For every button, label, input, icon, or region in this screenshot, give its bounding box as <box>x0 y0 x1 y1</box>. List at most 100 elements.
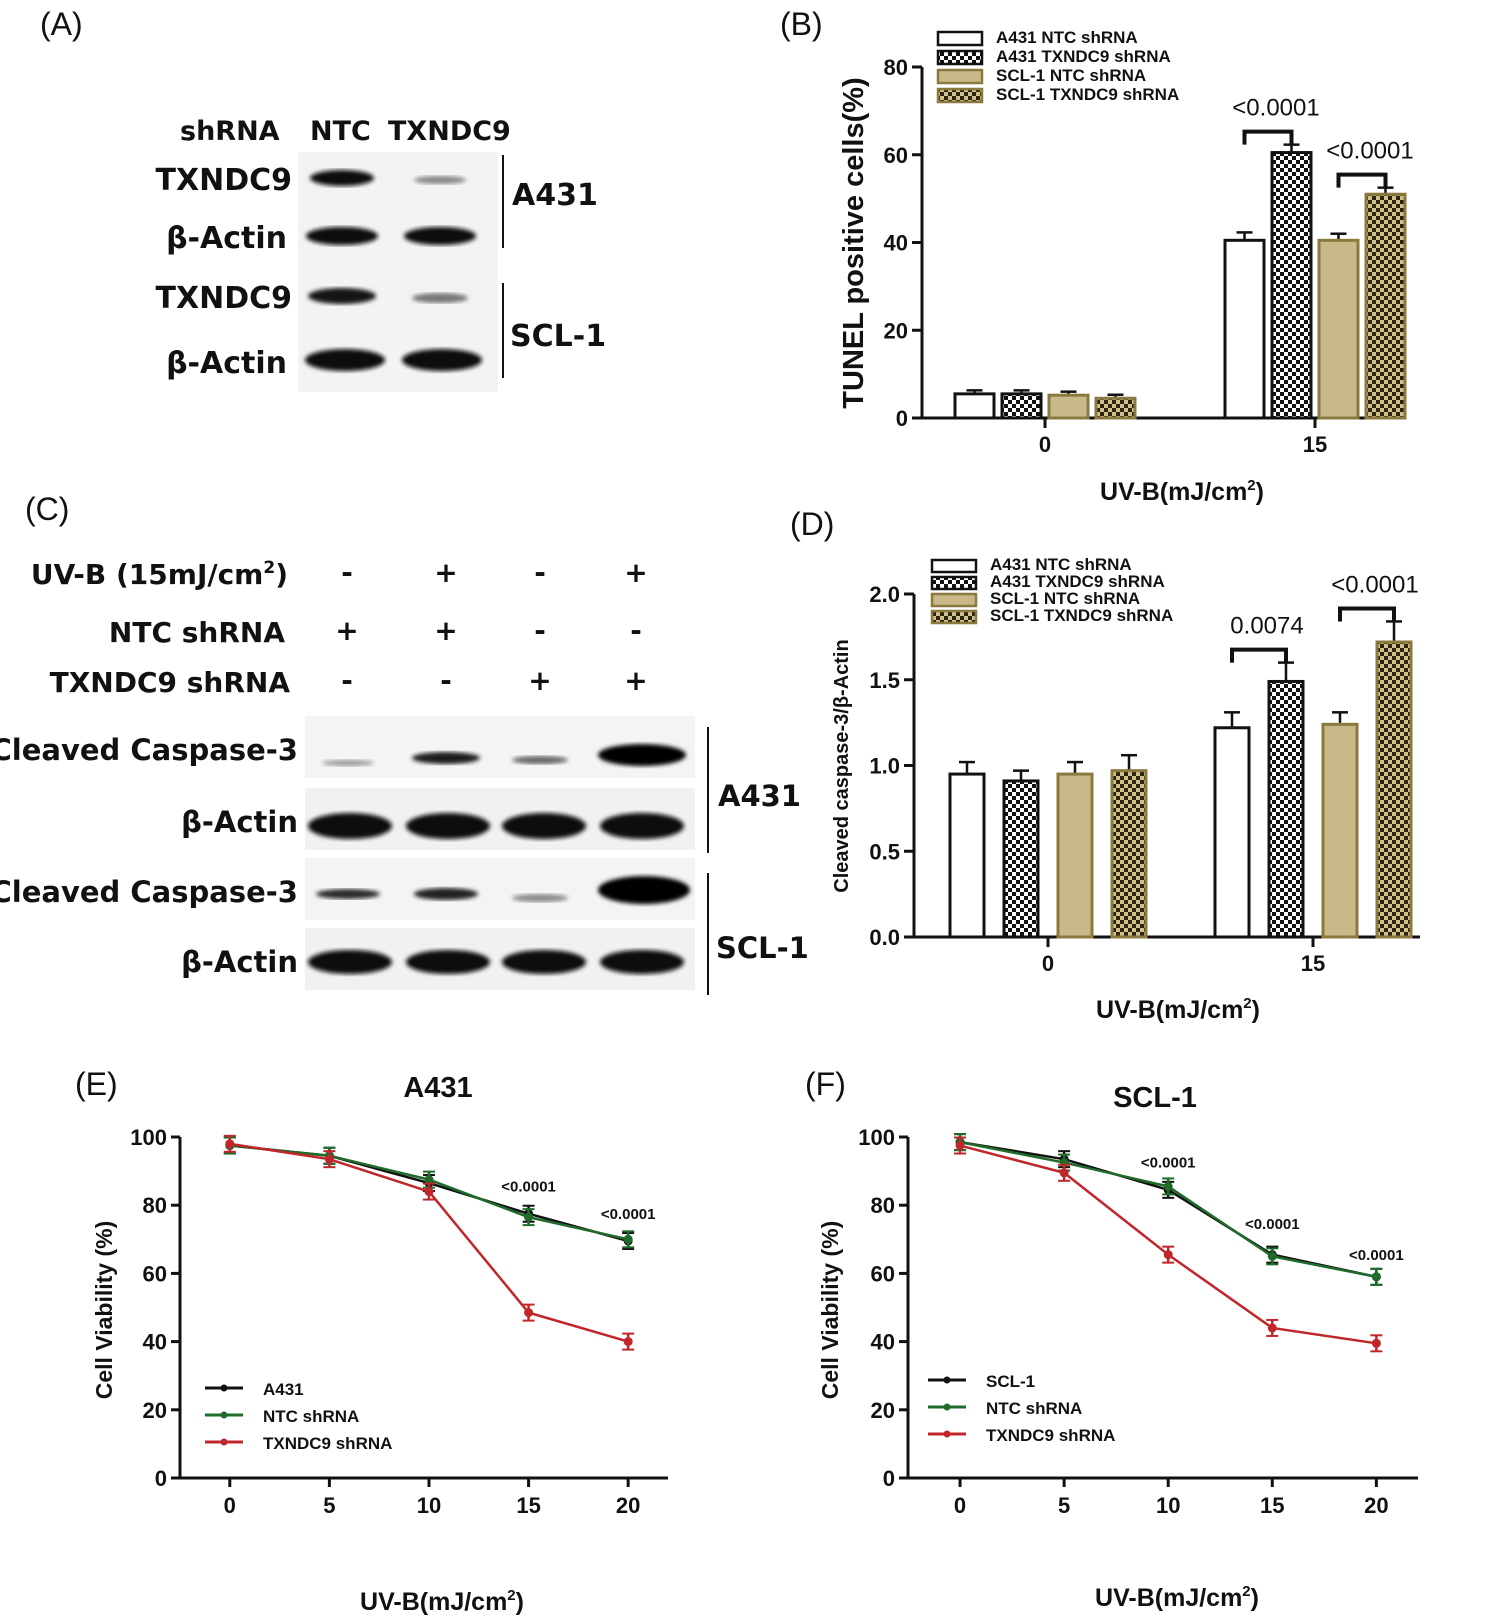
significance-label: <0.0001 <box>1349 1247 1404 1264</box>
panel-label-f: (F) <box>805 1066 846 1102</box>
band <box>308 950 392 974</box>
data-point <box>1371 1272 1381 1282</box>
legend-label: TXNDC9 shRNA <box>263 1434 392 1453</box>
chart-f-xlabel: UV-B(mJ/cm2) <box>1095 1583 1259 1612</box>
legend-swatch <box>936 87 984 104</box>
condition-label: UV-B (15mJ/cm2) <box>31 558 288 591</box>
y-tick-label: 0 <box>155 1466 167 1491</box>
y-tick-label: 2.0 <box>869 582 900 607</box>
data-point <box>1059 1168 1069 1178</box>
panel-label-a: (A) <box>40 6 83 42</box>
condition-sign: + <box>335 614 358 647</box>
data-point <box>424 1175 434 1185</box>
blot-c-row-label: β-Actin <box>181 805 298 839</box>
legend-label: A431 TXNDC9 shRNA <box>996 47 1171 66</box>
legend-marker <box>220 1411 228 1419</box>
y-tick-label: 80 <box>884 55 908 80</box>
band <box>598 744 686 766</box>
chart-d-xlabel: UV-B(mJ/cm2) <box>1096 995 1260 1024</box>
y-tick-label: 1.5 <box>869 668 900 693</box>
blot-a-row-label: TXNDC9 <box>156 281 293 316</box>
data-point <box>524 1212 534 1222</box>
x-tick-label: 15 <box>1260 1493 1284 1518</box>
significance-label: 0.0074 <box>1230 613 1303 640</box>
legend-swatch <box>936 49 984 66</box>
band <box>305 349 385 371</box>
chart-d-axes: 0.0 0.5 1.0 1.5 2.0 0 15 0.0074 <0.0001 <box>869 571 1420 976</box>
band <box>402 349 482 371</box>
data-point <box>623 1337 633 1347</box>
legend-label: SCL-1 NTC shRNA <box>996 66 1146 85</box>
blot-a-header-shrna: shRNA <box>180 116 280 147</box>
bar <box>1213 726 1251 939</box>
significance-label: <0.0001 <box>1232 95 1319 122</box>
legend-marker <box>943 1430 951 1438</box>
bar <box>1270 151 1313 420</box>
condition-sign: + <box>624 556 647 589</box>
condition-sign: - <box>534 614 546 647</box>
panel-label-c: (C) <box>25 491 69 527</box>
legend-label: A431 TXNDC9 shRNA <box>990 572 1165 591</box>
panel-label-b: (B) <box>780 6 823 42</box>
x-tick-label: 15 <box>1303 432 1327 457</box>
band <box>512 756 568 764</box>
chart-f-axes: 0 20 40 60 80 100 0 5 10 15 20 <0.0001 <0.0001 <0.000… <box>858 1125 1418 1518</box>
band <box>406 813 490 839</box>
legend-label: A431 NTC shRNA <box>990 555 1132 574</box>
bar <box>1110 769 1148 939</box>
panel-label-e: (E) <box>75 1066 118 1102</box>
x-tick-label: 20 <box>1364 1493 1388 1518</box>
chart-f-legend: SCL-1 NTC shRNA TXNDC9 shRNA <box>928 1372 1115 1445</box>
band <box>502 813 586 839</box>
condition-sign: + <box>624 664 647 697</box>
significance-label: <0.0001 <box>501 1179 556 1196</box>
y-tick-label: 1.0 <box>869 754 900 779</box>
data-point <box>424 1187 434 1197</box>
data-point <box>225 1139 235 1149</box>
x-tick-label: 15 <box>1301 951 1325 976</box>
x-tick-label: 5 <box>1058 1493 1070 1518</box>
y-tick-label: 100 <box>858 1125 895 1150</box>
cell-line-label: SCL-1 <box>716 931 809 965</box>
y-tick-label: 0.0 <box>869 925 900 950</box>
condition-sign: + <box>434 614 457 647</box>
legend-label: SCL-1 NTC shRNA <box>990 589 1140 608</box>
data-point <box>524 1308 534 1318</box>
cell-line-label: A431 <box>512 178 598 213</box>
bar <box>1375 640 1413 939</box>
data-point <box>1371 1338 1381 1348</box>
legend-swatch <box>930 558 978 574</box>
significance-bracket <box>1230 647 1288 663</box>
blot-a-row-label: β-Actin <box>166 346 287 381</box>
band <box>600 950 684 974</box>
x-tick-label: 0 <box>1042 951 1054 976</box>
bar <box>1002 779 1040 939</box>
legend-marker <box>943 1403 951 1411</box>
x-tick-label: 5 <box>323 1493 335 1518</box>
x-tick-label: 10 <box>1156 1493 1180 1518</box>
cell-line-label: A431 <box>718 779 801 813</box>
condition-sign: + <box>434 556 457 589</box>
y-tick-label: 20 <box>871 1398 895 1423</box>
bar <box>953 392 996 420</box>
y-tick-label: 40 <box>871 1330 895 1355</box>
y-tick-label: 20 <box>143 1398 167 1423</box>
significance-label: <0.0001 <box>1245 1216 1300 1233</box>
blot-c-row-label: β-Actin <box>181 945 298 979</box>
blot-a: shRNA NTC TXNDC9 TXNDC9 β-Actin TXNDC9 β… <box>156 116 606 392</box>
significance-label: <0.0001 <box>1331 571 1418 598</box>
band <box>322 760 374 766</box>
chart-b-axes: 0 20 40 60 80 0 15 <0.0001 <0.0001 <box>884 55 1414 457</box>
chart-e-axes: 0 20 40 60 80 100 0 5 10 15 20 <0.0001 <0.0001 <box>130 1125 668 1518</box>
significance-bracket <box>1336 172 1388 188</box>
legend-label: SCL-1 TXNDC9 shRNA <box>990 606 1173 625</box>
significance-label: <0.0001 <box>1326 138 1413 165</box>
condition-sign: - <box>440 664 452 697</box>
data-point <box>324 1154 334 1164</box>
significance-bracket <box>1338 606 1396 622</box>
y-tick-label: 40 <box>884 231 908 256</box>
band <box>308 813 392 839</box>
band <box>310 170 374 186</box>
